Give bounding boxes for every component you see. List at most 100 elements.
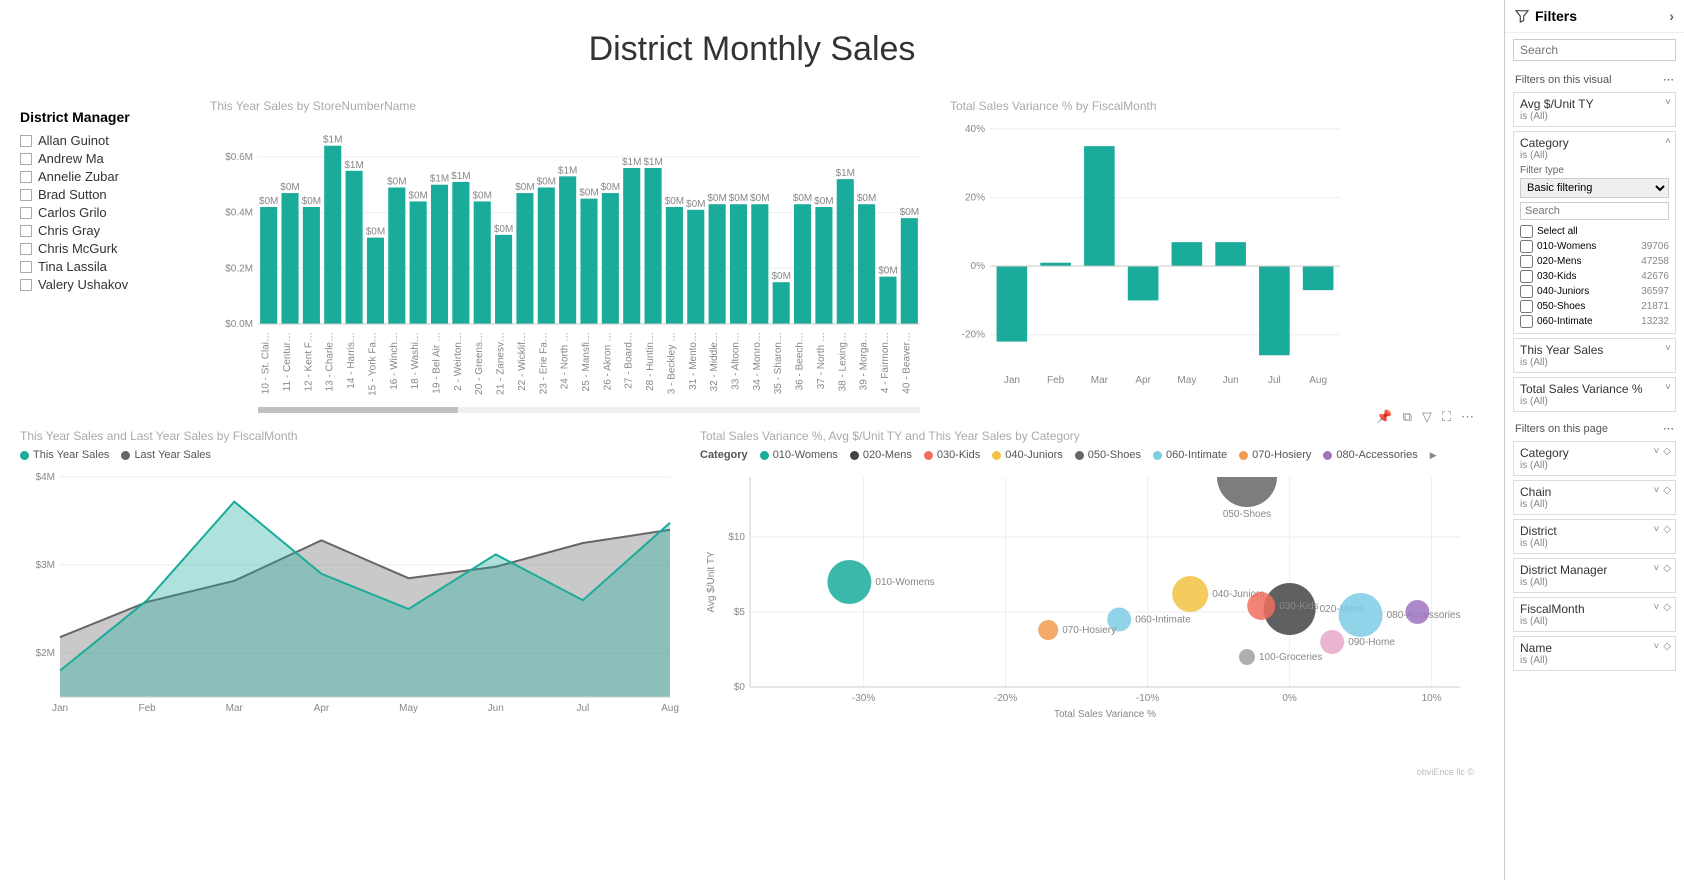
slicer-item[interactable]: Brad Sutton (20, 187, 190, 202)
category-option[interactable]: 050-Shoes21871 (1520, 299, 1669, 314)
legend-item[interactable]: 070-Hosiery (1239, 449, 1311, 461)
slicer-item[interactable]: Annelie Zubar (20, 169, 190, 184)
checkbox-icon[interactable] (20, 171, 32, 183)
chevron-down-icon[interactable]: ˅ (1665, 343, 1671, 354)
filter-search[interactable] (1513, 39, 1676, 61)
store-sales-bar-chart[interactable]: This Year Sales by StoreNumberName $0.0M… (210, 99, 930, 409)
checkbox[interactable] (1520, 225, 1533, 238)
svg-text:090-Home: 090-Home (1348, 637, 1395, 648)
legend-item[interactable]: 060-Intimate (1153, 449, 1227, 461)
slicer-item[interactable]: Allan Guinot (20, 133, 190, 148)
filter-icon[interactable]: ▽ (1422, 409, 1432, 425)
horizontal-scrollbar[interactable] (258, 407, 920, 413)
filter-card[interactable]: Category is (All) ˅◇ (1513, 441, 1676, 476)
select-all-row[interactable]: Select all (1520, 224, 1669, 239)
legend-item[interactable]: 030-Kids (924, 449, 980, 461)
filter-card-sub: is (All) (1520, 499, 1669, 510)
legend-item[interactable]: This Year Sales (20, 449, 109, 461)
chevron-down-icon[interactable]: ˅ (1653, 485, 1659, 496)
filter-card-sub: is (All) (1520, 538, 1669, 549)
eraser-icon[interactable]: ◇ (1663, 641, 1671, 652)
category-option[interactable]: 040-Juniors36597 (1520, 284, 1669, 299)
legend-item[interactable]: 050-Shoes (1075, 449, 1141, 461)
checkbox[interactable] (1520, 270, 1533, 283)
checkbox-icon[interactable] (20, 261, 32, 273)
legend-item[interactable]: 020-Mens (850, 449, 912, 461)
filter-card[interactable]: Total Sales Variance % is (All) ˅ (1513, 377, 1676, 412)
ellipsis-icon[interactable]: ⋯ (1663, 422, 1674, 435)
chevron-down-icon[interactable]: ˅ (1653, 524, 1659, 535)
filters-header[interactable]: Filters › (1505, 0, 1684, 33)
legend-more-icon[interactable]: ▶ (1430, 450, 1437, 461)
category-search-input[interactable] (1525, 205, 1667, 217)
legend-item[interactable]: 010-Womens (760, 449, 838, 461)
svg-text:$0M: $0M (366, 227, 385, 238)
scatter-chart[interactable]: 📌 ⧉ ▽ ⛶ ⋯ Total Sales Variance %, Avg $/… (700, 429, 1480, 769)
checkbox-icon[interactable] (20, 135, 32, 147)
filter-card[interactable]: This Year Sales is (All) ˅ (1513, 338, 1676, 373)
eraser-icon[interactable]: ◇ (1663, 563, 1671, 574)
filter-card[interactable]: Category is (All) ˄Filter typeBasic filt… (1513, 131, 1676, 334)
checkbox-icon[interactable] (20, 225, 32, 237)
filter-card[interactable]: District Manager is (All) ˅◇ (1513, 558, 1676, 593)
checkbox-icon[interactable] (20, 153, 32, 165)
svg-text:$0M: $0M (665, 196, 684, 207)
filter-card[interactable]: Name is (All) ˅◇ (1513, 636, 1676, 671)
eraser-icon[interactable]: ◇ (1663, 485, 1671, 496)
page-title: District Monthly Sales (20, 30, 1484, 69)
pin-icon[interactable]: 📌 (1376, 409, 1392, 425)
filter-card[interactable]: Chain is (All) ˅◇ (1513, 480, 1676, 515)
chevron-right-icon[interactable]: › (1669, 8, 1674, 24)
filter-card[interactable]: FiscalMonth is (All) ˅◇ (1513, 597, 1676, 632)
filter-type-select[interactable]: Basic filtering (1520, 178, 1669, 198)
filter-card-sub: is (All) (1520, 655, 1669, 666)
eraser-icon[interactable]: ◇ (1663, 524, 1671, 535)
chevron-down-icon[interactable]: ˅ (1653, 641, 1659, 652)
chevron-down-icon[interactable]: ˅ (1653, 446, 1659, 457)
checkbox[interactable] (1520, 285, 1533, 298)
svg-text:$5: $5 (734, 607, 746, 618)
chevron-down-icon[interactable]: ˅ (1653, 602, 1659, 613)
filter-search-input[interactable] (1520, 43, 1675, 57)
checkbox-icon[interactable] (20, 279, 32, 291)
svg-text:3 - Beckley …: 3 - Beckley … (666, 332, 677, 394)
more-icon[interactable]: ⋯ (1461, 409, 1474, 425)
legend-item[interactable]: 080-Accessories (1323, 449, 1417, 461)
copy-icon[interactable]: ⧉ (1403, 409, 1412, 425)
slicer-item[interactable]: Chris Gray (20, 223, 190, 238)
chevron-down-icon[interactable]: ˅ (1665, 97, 1671, 108)
checkbox-icon[interactable] (20, 207, 32, 219)
slicer-item[interactable]: Tina Lassila (20, 259, 190, 274)
eraser-icon[interactable]: ◇ (1663, 446, 1671, 457)
checkbox-icon[interactable] (20, 189, 32, 201)
slicer-item[interactable]: Chris McGurk (20, 241, 190, 256)
category-option[interactable]: 020-Mens47258 (1520, 254, 1669, 269)
checkbox[interactable] (1520, 240, 1533, 253)
checkbox[interactable] (1520, 315, 1533, 328)
ellipsis-icon[interactable]: ⋯ (1663, 73, 1674, 86)
area-chart[interactable]: This Year Sales and Last Year Sales by F… (20, 429, 680, 769)
focus-icon[interactable]: ⛶ (1442, 409, 1451, 425)
chevron-down-icon[interactable]: ˅ (1665, 382, 1671, 393)
checkbox-icon[interactable] (20, 243, 32, 255)
filters-panel: Filters › Filters on this visual ⋯ Avg $… (1504, 0, 1684, 880)
filter-card[interactable]: District is (All) ˅◇ (1513, 519, 1676, 554)
slicer-item[interactable]: Andrew Ma (20, 151, 190, 166)
scrollbar-thumb[interactable] (258, 407, 458, 413)
legend-item[interactable]: 040-Juniors (992, 449, 1062, 461)
slicer-item[interactable]: Carlos Grilo (20, 205, 190, 220)
category-option[interactable]: 030-Kids42676 (1520, 269, 1669, 284)
legend-item[interactable]: Last Year Sales (121, 449, 210, 461)
category-option[interactable]: 010-Womens39706 (1520, 239, 1669, 254)
filter-card[interactable]: Avg $/Unit TY is (All) ˅ (1513, 92, 1676, 127)
slicer-item[interactable]: Valery Ushakov (20, 277, 190, 292)
eraser-icon[interactable]: ◇ (1663, 602, 1671, 613)
chevron-down-icon[interactable]: ˅ (1653, 563, 1659, 574)
filter-card-sub: is (All) (1520, 111, 1669, 122)
category-search[interactable] (1520, 202, 1669, 220)
category-option[interactable]: 060-Intimate13232 (1520, 314, 1669, 329)
checkbox[interactable] (1520, 255, 1533, 268)
chevron-down-icon[interactable]: ˄ (1665, 136, 1671, 147)
checkbox[interactable] (1520, 300, 1533, 313)
variance-bar-chart[interactable]: Total Sales Variance % by FiscalMonth -2… (950, 99, 1350, 409)
